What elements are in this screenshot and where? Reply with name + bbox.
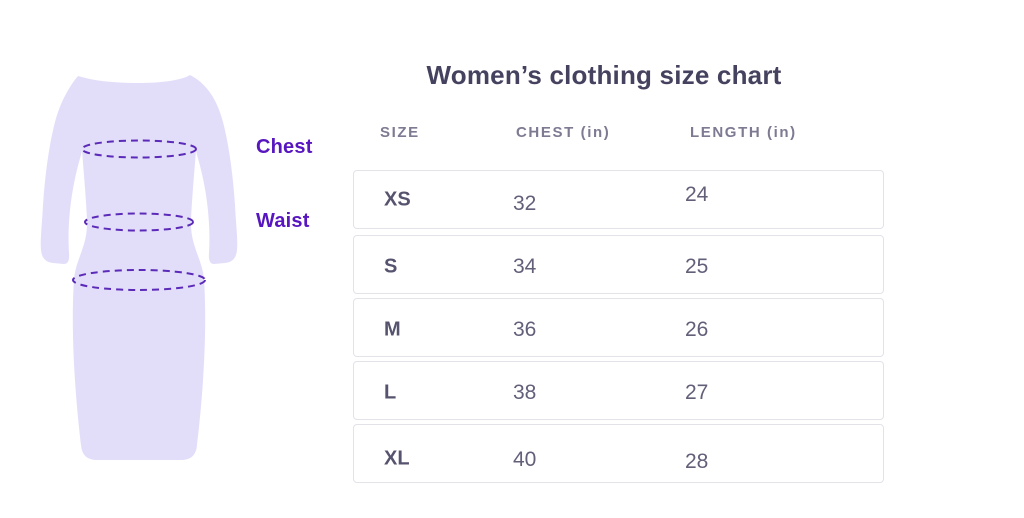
chest-cell: 38 [513,380,537,404]
size-cell: XL [384,447,410,469]
table-row-l: L 38 27 [353,361,884,420]
size-cell: L [384,381,397,403]
waist-label: Waist [256,210,310,232]
length-cell: 28 [685,449,709,473]
size-cell: S [384,255,398,277]
length-cell: 26 [685,317,709,341]
chest-cell: 34 [513,254,537,278]
column-header-size: SIZE [380,124,420,141]
dress-illustration [40,75,238,460]
chest-label: Chest [256,136,313,158]
table-row-xs: XS 32 24 [353,170,884,229]
table-header-row: SIZE CHEST (in) LENGTH (in) [353,124,884,142]
table-row-s: S 34 25 [353,235,884,294]
size-cell: XS [384,188,411,210]
hip-measure-line [72,269,206,291]
table-row-xl: XL 40 28 [353,424,884,483]
chest-cell: 36 [513,317,537,341]
column-header-chest: CHEST (in) [516,124,611,141]
waist-measure-line [84,212,194,232]
chest-cell: 40 [513,447,537,471]
chest-measure-line [81,139,197,159]
size-cell: M [384,318,401,340]
column-header-length: LENGTH (in) [690,124,797,141]
length-cell: 24 [685,182,709,206]
page-title: Women’s clothing size chart [426,60,782,90]
length-cell: 27 [685,380,709,404]
dress-silhouette [40,75,238,460]
chest-cell: 32 [513,191,537,215]
table-row-m: M 36 26 [353,298,884,357]
length-cell: 25 [685,254,709,278]
size-table: XS 32 24 S 34 25 M 36 26 L 38 27 XL 40 2… [353,170,884,483]
